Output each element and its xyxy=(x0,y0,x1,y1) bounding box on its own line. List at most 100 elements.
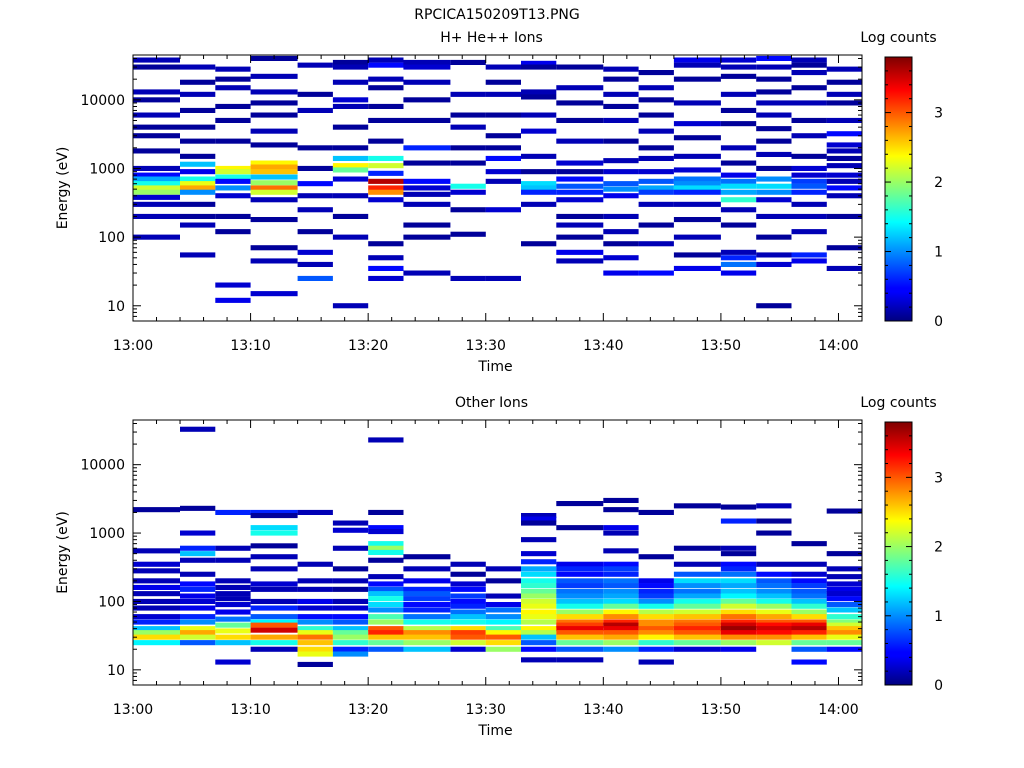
heatmap-cell xyxy=(720,593,757,599)
heatmap-cell xyxy=(756,603,792,609)
heatmap-cell xyxy=(791,630,827,636)
heatmap-cell xyxy=(180,64,216,70)
heatmap-cell xyxy=(720,207,757,213)
heatmap-cell xyxy=(133,148,180,154)
heatmap-cell xyxy=(332,155,369,161)
heatmap-cell xyxy=(826,619,862,625)
heatmap-cell xyxy=(826,178,862,184)
heatmap-cell xyxy=(133,605,180,611)
heatmap-cell xyxy=(673,503,721,509)
heatmap-cell xyxy=(403,602,451,608)
heatmap-cell xyxy=(403,578,451,584)
heatmap-cell xyxy=(826,213,862,219)
heatmap-cell xyxy=(485,614,521,620)
heatmap-cell xyxy=(368,634,404,640)
heatmap-cell xyxy=(756,530,792,536)
heatmap-cell xyxy=(638,659,674,665)
heatmap-cell xyxy=(133,598,180,604)
heatmap-cell xyxy=(638,185,674,191)
heatmap-cell xyxy=(826,155,862,161)
heatmap-cell xyxy=(638,270,674,276)
heatmap-cell xyxy=(521,241,557,247)
heatmap-cell xyxy=(133,561,180,567)
heatmap-cell xyxy=(332,303,369,309)
heatmap-cell xyxy=(756,55,792,61)
heatmap-cell xyxy=(720,545,757,551)
x-tick-label: 13:50 xyxy=(701,338,741,354)
heatmap-cell xyxy=(521,520,557,526)
heatmap-cell xyxy=(521,566,557,572)
heatmap-cell xyxy=(720,73,757,79)
heatmap-cell xyxy=(638,588,674,594)
heatmap-cell xyxy=(368,57,404,63)
heatmap-cell xyxy=(485,91,521,97)
heatmap-cell xyxy=(791,85,827,91)
heatmap-cell xyxy=(556,501,604,507)
heatmap-cell xyxy=(673,630,721,636)
heatmap-cell xyxy=(556,614,604,620)
heatmap-cell xyxy=(720,603,757,609)
heatmap-cell xyxy=(485,634,521,640)
heatmap-cell xyxy=(521,128,557,134)
heatmap-cell xyxy=(673,619,721,625)
colorbar-tick-label: 2 xyxy=(934,175,943,191)
heatmap-cell xyxy=(521,646,557,652)
heatmap-cell xyxy=(403,201,451,207)
heatmap-cell xyxy=(756,165,792,171)
heatmap-cell xyxy=(603,619,639,625)
heatmap-cell xyxy=(756,189,792,195)
colorbar: 0 1 2 3 Log counts xyxy=(860,395,943,694)
colorbar-label: Log counts xyxy=(860,30,936,46)
heatmap-cell xyxy=(180,153,216,159)
heatmap-cell xyxy=(826,163,862,169)
heatmap-cell xyxy=(720,172,757,178)
heatmap-cell xyxy=(521,94,557,100)
heatmap-cell xyxy=(133,176,180,182)
heatmap-cell xyxy=(180,586,216,592)
heatmap-cell xyxy=(215,76,251,82)
heatmap-cell xyxy=(756,76,792,82)
heatmap-cell xyxy=(403,566,451,572)
heatmap-cell xyxy=(791,201,827,207)
heatmap-cell xyxy=(720,91,757,97)
heatmap-cell xyxy=(250,513,298,519)
heatmap-cell xyxy=(450,571,486,577)
heatmap-cell xyxy=(720,64,757,70)
heatmap-cell xyxy=(297,181,333,187)
heatmap-cell xyxy=(133,584,180,590)
heatmap-cell xyxy=(215,628,251,634)
heatmap-cell xyxy=(756,634,792,640)
heatmap-cell xyxy=(826,117,862,123)
heatmap-cell xyxy=(180,91,216,97)
heatmap-cell xyxy=(556,213,604,219)
heatmap-cell xyxy=(720,255,757,261)
heatmap-cell xyxy=(368,155,404,161)
heatmap-cell xyxy=(756,503,792,509)
heatmap-cell xyxy=(826,66,862,72)
heatmap-cell xyxy=(556,176,604,182)
heatmap-cell xyxy=(791,133,827,139)
heatmap-cell xyxy=(756,571,792,577)
heatmap-cell xyxy=(180,571,216,577)
heatmap-cell xyxy=(403,222,451,228)
panel-other-ions: Other Ions 13:00 13:10 13:20 13:30 13:40 13:50… xyxy=(55,395,943,739)
heatmap-cell xyxy=(450,183,486,189)
heatmap-cell xyxy=(826,91,862,97)
heatmap-cell xyxy=(720,634,757,640)
axes: 13:00 13:10 13:20 13:30 13:40 13:50 14:00 Time 1… xyxy=(55,55,863,375)
heatmap-cell xyxy=(673,622,721,628)
heatmap-cell xyxy=(556,593,604,599)
y-tick-label: 100 xyxy=(98,594,125,610)
heatmap-cell xyxy=(180,626,216,632)
heatmap-cell xyxy=(521,201,557,207)
heatmap-cell xyxy=(826,185,862,191)
heatmap-cell xyxy=(403,191,451,197)
heatmap-cell xyxy=(826,607,862,613)
heatmap-cell xyxy=(215,596,251,602)
heatmap-cell xyxy=(450,561,486,567)
heatmap-cell xyxy=(250,530,298,536)
heatmap-cell xyxy=(297,229,333,235)
heatmap-cell xyxy=(368,545,404,551)
heatmap-cell xyxy=(250,73,298,79)
heatmap-cell xyxy=(638,640,674,646)
